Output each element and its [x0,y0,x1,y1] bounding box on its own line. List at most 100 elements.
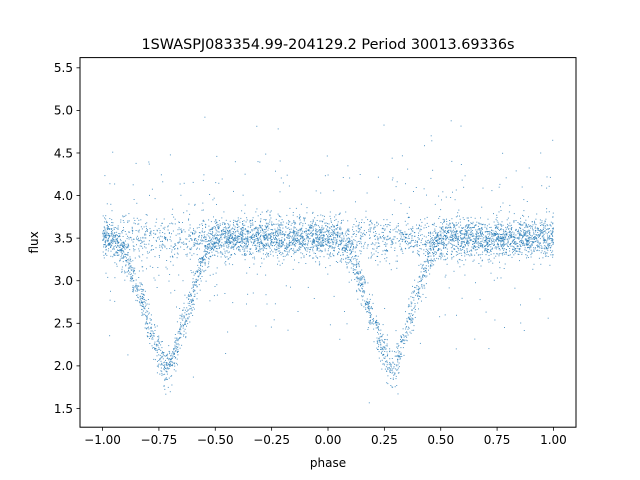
data-point [189,321,191,323]
data-point [347,220,349,222]
data-point [215,182,217,184]
data-point [159,246,161,248]
data-point [199,261,201,263]
data-point [203,271,205,273]
data-point [345,211,347,213]
data-point [544,238,545,240]
data-point [433,255,435,257]
data-point [391,243,393,245]
data-point [418,291,420,293]
data-point [487,259,489,261]
data-point [217,224,219,226]
data-point [465,259,467,261]
data-point [305,231,307,232]
data-point [499,236,501,237]
data-point [409,242,411,244]
data-point [541,236,543,238]
data-point [178,344,180,346]
data-point [156,365,158,367]
data-point [264,247,266,249]
data-point [174,341,176,343]
data-point [533,239,535,240]
data-point [236,230,238,232]
data-point [522,237,523,239]
data-point [394,363,395,365]
data-point [116,234,118,236]
data-point [286,242,288,244]
data-point [516,237,518,239]
data-point [166,373,168,375]
data-point [546,176,548,178]
data-point [203,251,205,253]
data-point [459,218,461,220]
data-point [358,278,360,280]
data-point [485,248,487,250]
data-point [491,233,493,235]
data-point [428,248,430,250]
data-point [129,267,131,269]
data-point [526,223,527,225]
data-point [381,340,383,342]
data-point [412,285,413,287]
data-point [190,294,192,296]
data-point [174,365,176,367]
data-point [382,236,383,238]
data-point [468,236,470,238]
data-point [376,221,378,223]
data-point [362,299,364,301]
data-point [161,244,163,246]
data-point [384,346,386,348]
data-point [229,256,231,258]
data-point [398,355,400,357]
data-point [254,228,256,229]
data-point [255,238,257,240]
data-point [322,235,324,237]
data-point [319,220,321,222]
data-point [221,242,223,244]
data-point [134,220,136,221]
data-point [454,231,456,233]
data-point [321,227,323,229]
data-point [458,226,460,228]
data-point [120,256,122,258]
data-point [211,240,213,242]
data-point [528,224,530,226]
data-point [392,238,394,240]
data-point [205,236,207,238]
data-point [515,243,517,245]
data-point [119,260,120,262]
data-point [203,258,205,260]
data-point [459,259,461,261]
data-point [110,290,111,292]
data-point [186,243,187,245]
data-point [439,235,441,237]
data-point [351,252,352,253]
data-point [143,243,145,245]
data-point [546,233,548,235]
data-point [221,217,223,219]
data-point [408,305,410,307]
data-point [170,355,172,357]
data-point [282,221,284,223]
data-point [143,308,145,309]
data-point [183,249,185,250]
data-point [416,245,418,247]
data-point [226,236,228,238]
data-point [460,164,462,165]
data-point [193,229,195,231]
data-point [438,255,440,257]
data-point [475,237,477,239]
data-point [349,177,351,179]
data-point [158,236,160,238]
data-point [183,212,185,214]
data-point [493,241,495,243]
data-point [253,256,255,258]
data-point [541,246,543,248]
data-point [196,227,198,229]
data-point [162,356,164,358]
data-point [421,221,423,223]
data-point [502,246,504,248]
data-point [358,288,360,290]
data-point [497,228,499,230]
data-point [432,239,434,241]
